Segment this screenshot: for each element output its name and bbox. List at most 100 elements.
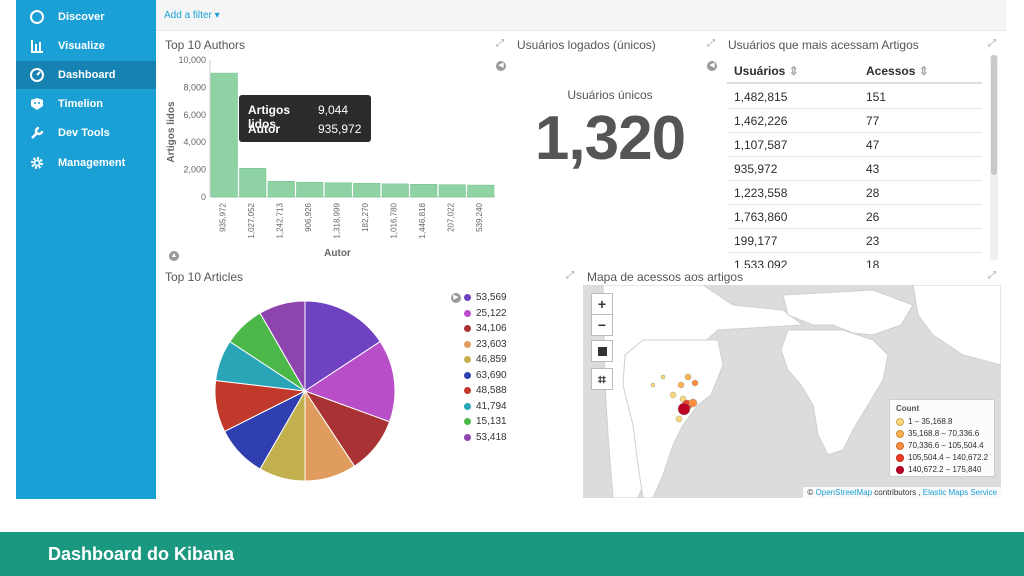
collapse-legend-icon[interactable]: ◀ (707, 61, 717, 71)
expand-icon[interactable]: ⤢ (988, 38, 996, 49)
map-marker[interactable] (688, 398, 698, 408)
map-marker[interactable] (677, 381, 685, 389)
map-markers (650, 373, 699, 423)
scrollbar-thumb[interactable] (991, 55, 997, 175)
legend-item[interactable]: 25,122 (464, 306, 544, 321)
map-marker[interactable] (675, 415, 683, 423)
draw-rectangle-button[interactable] (591, 340, 613, 362)
map-marker[interactable] (660, 374, 666, 380)
sort-icon[interactable]: ⇕ (918, 64, 929, 78)
legend-swatch (464, 325, 471, 332)
add-filter-link[interactable]: Add a filter ▾ (164, 10, 220, 21)
map-africa (780, 329, 889, 456)
authors-panel-title: Top 10 Authors (165, 38, 246, 52)
map-land (602, 285, 1001, 498)
chart-tooltip: Artigos lidos 9,044 Autor 935,972 (239, 95, 371, 142)
map-marker[interactable] (691, 379, 699, 387)
legend-item[interactable]: 53,569 (464, 290, 544, 305)
tooltip-value: 9,044 (318, 103, 349, 117)
pie-slice (259, 300, 306, 393)
authors-bar-chart: 0 2,000 4,000 6,000 8,000 10,000 935,972 1,027,… (166, 55, 495, 259)
legend-item[interactable]: 48,588 (464, 383, 544, 398)
map-marker[interactable] (669, 391, 677, 399)
map-legend: Count 1 – 35,168.8 35,168.8 – 70,336.6 7… (889, 399, 995, 477)
timelion-icon (30, 97, 44, 111)
bar (467, 184, 495, 198)
articles-panel-title: Top 10 Articles (165, 270, 244, 284)
bar (438, 184, 466, 198)
y-axis-label: Artigos lidos (166, 101, 177, 163)
legend-item[interactable]: 63,690 (464, 368, 544, 383)
bar-chart-icon (30, 39, 44, 53)
column-header-acessos[interactable]: Acessos ⇕ (866, 64, 929, 78)
crop-icon[interactable]: ⌗ (591, 368, 613, 390)
users-panel-title: Usuários logados (únicos) (517, 38, 656, 52)
sidebar: Discover Visualize Dashboard Timelion De… (16, 0, 156, 499)
y-tick-label: 4,000 (183, 137, 206, 147)
legend-swatch (896, 465, 904, 474)
x-axis-label: Autor (324, 248, 351, 259)
zoom-out-button[interactable]: − (591, 314, 613, 336)
sidebar-item-dashboard[interactable]: Dashboard (16, 61, 156, 89)
bar (410, 184, 438, 198)
legend-swatch (464, 387, 471, 394)
bar (353, 183, 381, 198)
x-tick-label: 182,270 (361, 202, 370, 231)
table-scrollbar[interactable] (990, 55, 998, 260)
x-tick-label: 906,926 (304, 202, 313, 231)
access-map[interactable]: + − ⌗ Count 1 – 35,168.8 35,168.8 – 70,3… (583, 285, 1001, 498)
map-attribution: © OpenStreetMap contributors , Elastic M… (803, 487, 1001, 498)
sidebar-item-visualize[interactable]: Visualize (16, 32, 156, 60)
column-header-usuarios[interactable]: Usuários ⇕ (734, 64, 799, 78)
expand-icon[interactable]: ⤢ (988, 270, 996, 281)
expand-icon[interactable]: ⤢ (707, 38, 715, 49)
map-marker[interactable] (684, 373, 692, 381)
slide-title: Dashboard do Kibana (48, 544, 235, 564)
legend-label: 53,569 (476, 292, 507, 303)
metric-label: Usuários únicos (567, 88, 653, 102)
osm-link[interactable]: OpenStreetMap (815, 488, 873, 497)
legend-item[interactable]: 23,603 (464, 337, 544, 352)
map-marker[interactable] (650, 382, 656, 388)
sidebar-item-label: Visualize (58, 40, 105, 52)
legend-item[interactable]: 34,106 (464, 321, 544, 336)
y-tick-label: 10,000 (178, 55, 206, 65)
collapse-legend-icon[interactable]: ◀ (496, 61, 506, 71)
legend-item[interactable]: 46,859 (464, 352, 544, 367)
collapse-legend-icon[interactable]: ▲ (169, 251, 179, 261)
sidebar-item-dev-tools[interactable]: Dev Tools (16, 119, 156, 147)
sidebar-item-label: Discover (58, 11, 105, 23)
x-tick-label: 539,240 (475, 202, 484, 231)
expand-icon[interactable]: ⤢ (566, 270, 574, 281)
tooltip-value: 935,972 (318, 122, 362, 136)
x-tick-label: 1,242,713 (275, 202, 284, 238)
ems-link[interactable]: Elastic Maps Service (922, 488, 997, 497)
collapse-legend-icon[interactable]: ▶ (451, 293, 461, 303)
legend-swatch (896, 417, 904, 426)
x-tick-label: 1,318,999 (332, 202, 341, 238)
legend-swatch (464, 418, 471, 425)
sidebar-item-timelion[interactable]: Timelion (16, 90, 156, 118)
sidebar-item-discover[interactable]: Discover (16, 3, 156, 31)
sidebar-item-management[interactable]: Management (16, 149, 156, 177)
map-legend-title: Count (896, 404, 920, 413)
metric-value: 1,320 (534, 104, 686, 173)
expand-icon[interactable]: ⤢ (496, 38, 504, 49)
x-tick-label: 207,022 (446, 202, 455, 231)
zoom-in-button[interactable]: + (591, 293, 613, 315)
map-marker[interactable] (677, 402, 691, 416)
sort-icon[interactable]: ⇕ (788, 64, 799, 78)
legend-item[interactable]: 15,131 (464, 414, 544, 429)
pie-slice (303, 340, 396, 423)
top-users-panel-title: Usuários que mais acessam Artigos (728, 38, 919, 52)
sidebar-item-label: Management (58, 157, 126, 169)
table-row: 1,533,092 18 (734, 258, 880, 268)
bar (324, 182, 352, 198)
legend-item[interactable]: 53,418 (464, 430, 544, 445)
sidebar-item-label: Dev Tools (58, 127, 110, 139)
map-asia (912, 285, 1001, 366)
pie-slice (304, 300, 381, 392)
map-europe (782, 289, 914, 336)
x-tick-label: 935,972 (218, 202, 227, 231)
legend-item[interactable]: 41,794 (464, 399, 544, 414)
